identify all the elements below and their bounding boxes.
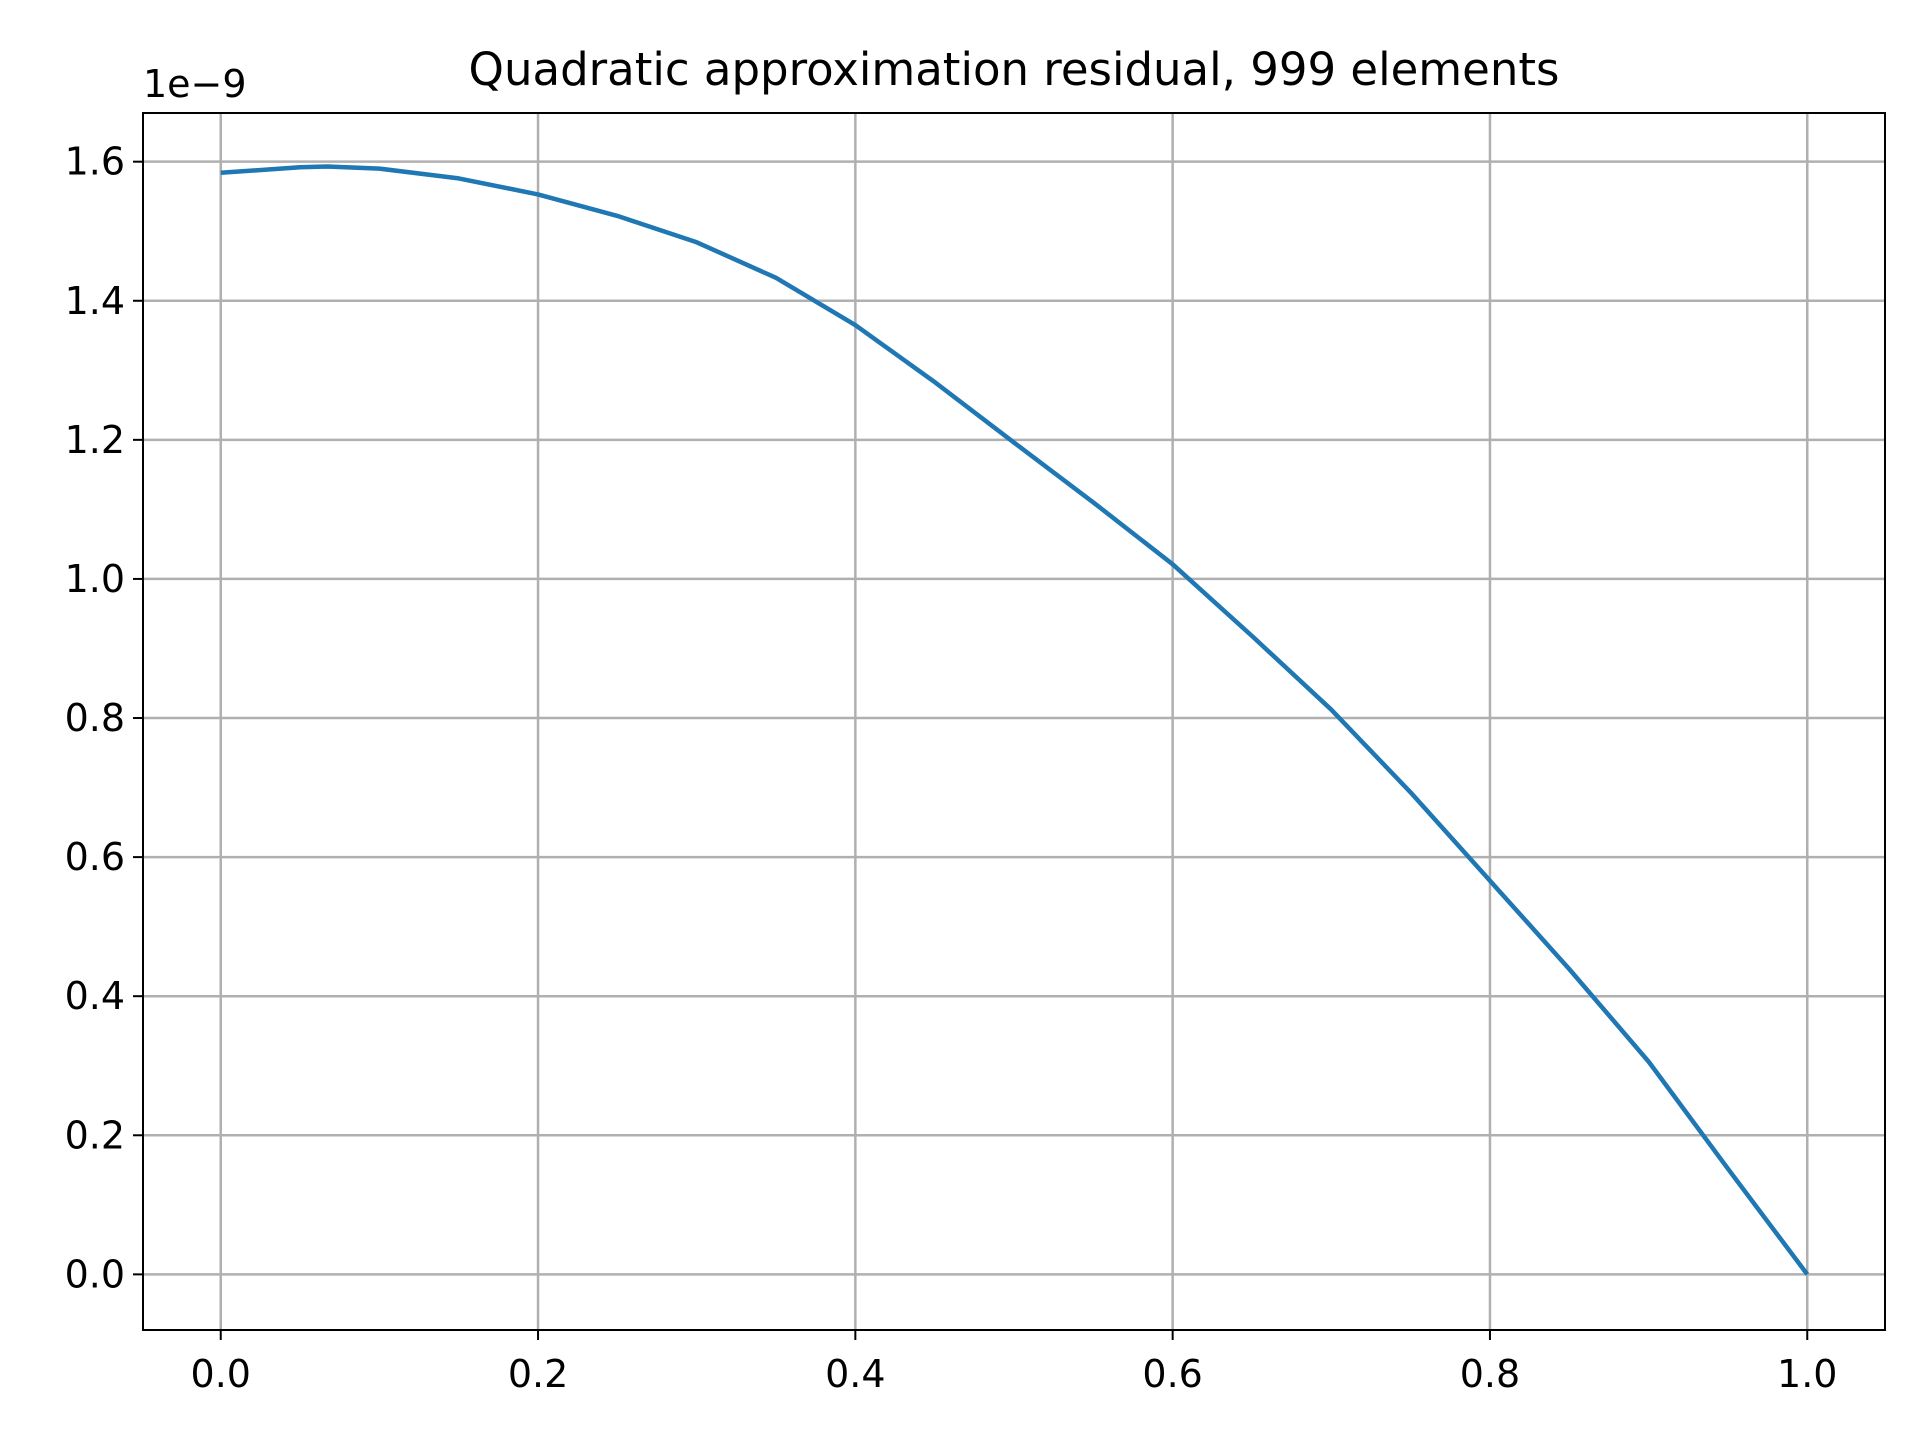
y-tick-label: 0.0	[65, 1252, 125, 1296]
y-tick-label: 1.4	[65, 279, 125, 323]
x-tick-label: 0.6	[1142, 1352, 1202, 1396]
x-axis: 0.0 0.2 0.4 0.6 0.8 1.0	[191, 1330, 1837, 1396]
series-group	[220, 164, 1810, 1276]
x-tick-label: 0.2	[508, 1352, 568, 1396]
x-tick-label: 0.0	[191, 1352, 251, 1396]
plot-frame	[142, 112, 1886, 1331]
x-tick-label: 0.4	[825, 1352, 885, 1396]
y-tick-label: 0.6	[65, 835, 125, 879]
y-tick-label: 1.6	[65, 140, 125, 184]
series-line	[220, 164, 1810, 1276]
chart-title: Quadratic approximation residual, 999 el…	[469, 43, 1560, 96]
y-tick-label: 1.0	[65, 557, 125, 601]
x-tick-label: 1.0	[1777, 1352, 1837, 1396]
y-axis: 0.0 0.2 0.4 0.6 0.8 1.0 1.2 1.4 1.6	[65, 140, 143, 1296]
y-tick-label: 0.8	[65, 696, 125, 740]
y-tick-label: 0.2	[65, 1113, 125, 1157]
x-tick-label: 0.8	[1460, 1352, 1520, 1396]
y-tick-label: 0.4	[65, 974, 125, 1018]
y-offset-label: 1e−9	[143, 62, 247, 106]
y-tick-label: 1.2	[65, 418, 125, 462]
